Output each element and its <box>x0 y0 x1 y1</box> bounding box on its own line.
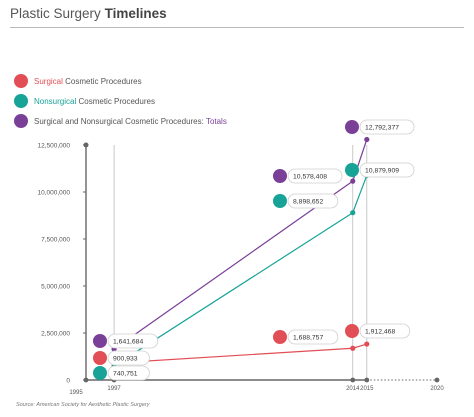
syringe-icon <box>14 94 28 108</box>
data-label: 740,751 <box>113 371 138 378</box>
x-tick-label: 1997 <box>107 386 121 392</box>
x-tick-dot <box>434 377 440 383</box>
data-label-icon <box>345 324 359 338</box>
data-label: 1,688,757 <box>293 335 323 342</box>
scalpel-icon <box>14 74 28 88</box>
x-tick-dot <box>364 377 370 383</box>
data-label-icon <box>93 366 107 380</box>
combined-icon <box>14 114 28 128</box>
data-label-bubble <box>287 168 343 184</box>
x-tick-dot <box>83 377 89 383</box>
data-label: 10,578,408 <box>293 174 327 181</box>
data-label: 900,933 <box>113 356 138 363</box>
data-label-bubble <box>107 333 159 349</box>
data-label-icon <box>273 330 287 344</box>
y-tick-label: 12,500,000 <box>37 143 70 150</box>
legend-label-totals: Surgical and Nonsurgical Cosmetic Proced… <box>34 117 227 126</box>
data-point <box>350 210 356 216</box>
x-tick-label: 2015 <box>360 386 374 392</box>
y-tick-label: 7,500,000 <box>41 237 70 244</box>
data-label-bubble <box>287 193 339 209</box>
data-point <box>350 178 356 184</box>
data-point <box>350 345 356 351</box>
data-label-icon <box>93 334 107 348</box>
data-point <box>364 136 370 143</box>
data-label: 10,879,909 <box>365 168 399 175</box>
title-bold: Timelines <box>104 6 167 21</box>
data-label-bubble <box>107 365 150 381</box>
data-label: 12,792,377 <box>365 125 399 132</box>
data-label-bubble <box>287 329 339 345</box>
x-tick-label: 1995 <box>69 390 83 396</box>
data-label-bubble <box>359 323 411 339</box>
data-point <box>364 341 370 347</box>
data-label-icon <box>345 120 359 134</box>
title-light: Plastic Surgery <box>10 6 101 21</box>
data-label-icon <box>93 351 107 365</box>
x-tick-label: 2020 <box>430 386 444 392</box>
data-label-bubble <box>359 162 415 178</box>
legend-label-nonsurgical: Nonsurgical Cosmetic Procedures <box>34 97 155 106</box>
legend-label-surgical: Surgical Cosmetic Procedures <box>34 77 142 86</box>
data-label-icon <box>273 169 287 183</box>
x-tick-dot <box>350 377 356 383</box>
data-label-icon <box>345 163 359 177</box>
y-tick-label: 2,500,000 <box>41 331 70 338</box>
data-label-icon <box>273 194 287 208</box>
data-label-bubble <box>359 119 415 135</box>
y-tick-label: 0 <box>66 378 70 385</box>
data-label-bubble <box>107 350 150 366</box>
data-label: 8,898,652 <box>293 199 323 206</box>
y-tick-label: 10,000,000 <box>37 190 70 197</box>
chart-title: Plastic Surgery Timelines <box>10 6 167 21</box>
data-label: 1,641,684 <box>113 339 143 346</box>
source-note: Source: American Society for Aesthetic P… <box>16 402 150 408</box>
title-divider <box>10 27 464 28</box>
y-tick-label: 5,000,000 <box>41 284 70 291</box>
data-label: 1,912,468 <box>365 329 395 336</box>
x-tick-label: 2014 <box>346 386 360 392</box>
